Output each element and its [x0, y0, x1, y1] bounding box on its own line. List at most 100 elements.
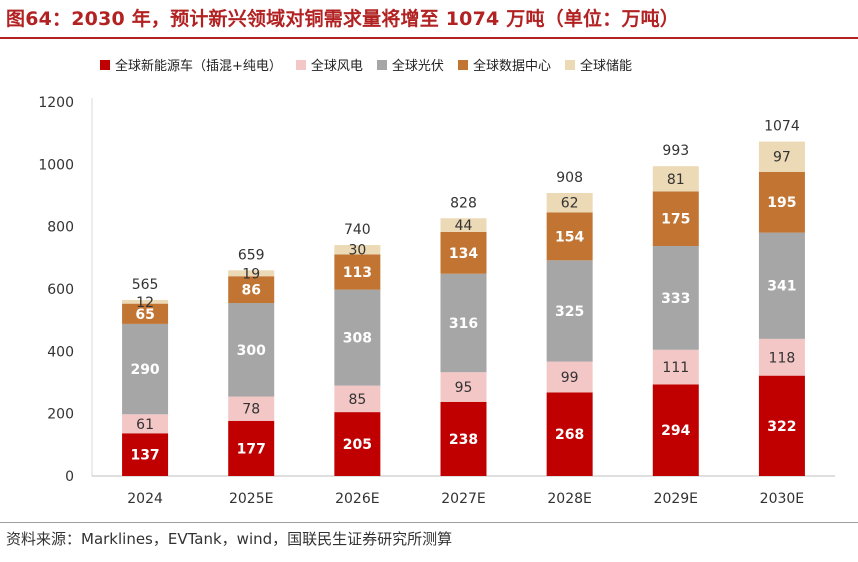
- bar-segment-storage: [228, 270, 275, 277]
- bar-total-label: 565: [132, 277, 159, 293]
- data-label-storage: 12: [136, 295, 154, 311]
- chart-legend: 全球新能源车（插混+纯电） 全球风电 全球光伏 全球数据中心 全球储能: [100, 55, 632, 74]
- legend-label-storage: 全球储能: [579, 59, 632, 74]
- bar-total-label: 740: [344, 222, 371, 238]
- bar-segment-storage: [758, 141, 805, 172]
- data-label-pv: 300: [237, 343, 266, 359]
- data-label-storage: 81: [667, 172, 685, 188]
- bar-segment-datacenter: [228, 276, 275, 304]
- bar-segment-datacenter: [440, 231, 487, 274]
- x-tick-label: 2025E: [229, 491, 273, 507]
- data-label-storage: 30: [348, 243, 366, 259]
- y-tick-label: 600: [47, 282, 74, 298]
- legend-swatch-pv: [376, 59, 387, 70]
- legend-label-ev: 全球新能源车（插混+纯电）: [115, 59, 282, 74]
- data-label-pv: 290: [130, 362, 159, 378]
- data-label-pv: 341: [767, 279, 796, 295]
- bar-total-label: 828: [450, 195, 477, 211]
- data-label-datacenter: 154: [555, 229, 584, 245]
- legend-swatch-storage: [564, 59, 575, 70]
- data-label-wind: 99: [561, 370, 579, 386]
- data-label-pv: 308: [343, 331, 372, 347]
- data-label-datacenter: 195: [767, 195, 796, 211]
- bar-segment-storage: [122, 299, 169, 304]
- legend-label-wind: 全球风电: [310, 59, 363, 74]
- data-label-ev: 238: [449, 432, 478, 448]
- bar-segment-wind: [440, 372, 487, 402]
- y-tick-label: 1000: [38, 157, 74, 173]
- data-label-datacenter: 134: [449, 246, 478, 262]
- x-tick-label: 2024: [127, 491, 163, 507]
- data-label-ev: 294: [661, 423, 690, 439]
- bar-segment-pv: [546, 260, 593, 362]
- bar-segment-datacenter: [334, 254, 381, 290]
- y-tick-label: 0: [65, 469, 74, 485]
- bar-segment-datacenter: [758, 171, 805, 233]
- data-label-ev: 322: [767, 419, 796, 435]
- bar-segment-ev: [546, 392, 593, 476]
- legend-swatch-ev: [100, 59, 110, 70]
- bar-segment-pv: [440, 273, 487, 373]
- bar-segment-wind: [228, 396, 275, 421]
- data-label-storage: 62: [561, 196, 579, 212]
- bar-segment-storage: [546, 193, 593, 213]
- legend-item-ev: 全球新能源车（插混+纯电）: [100, 55, 282, 74]
- x-tick-label: 2027E: [441, 491, 485, 507]
- figure-title: 图64：2030 年，预计新兴领域对铜需求量将增至 1074 万吨（单位：万吨）: [6, 8, 680, 30]
- bar-segment-ev: [652, 384, 699, 476]
- bar-segment-datacenter: [546, 212, 593, 261]
- legend-item-wind: 全球风电: [295, 55, 363, 74]
- bar-segment-storage: [440, 218, 487, 232]
- data-label-wind: 61: [136, 417, 154, 433]
- bar-segment-pv: [122, 323, 169, 415]
- data-label-datacenter: 86: [241, 283, 260, 299]
- bar-segment-storage: [652, 166, 699, 192]
- bar-total-label: 1074: [764, 119, 800, 135]
- data-label-wind: 78: [242, 402, 260, 418]
- data-label-ev: 137: [130, 448, 159, 464]
- bar-segment-pv: [228, 303, 275, 397]
- bar-segment-pv: [652, 245, 699, 350]
- data-label-pv: 316: [449, 316, 478, 332]
- source-note: 资料来源：Marklines，EVTank，wind，国联民生证券研究所测算: [6, 530, 453, 548]
- bar-segment-datacenter: [652, 191, 699, 246]
- data-label-ev: 205: [343, 437, 372, 453]
- bar-segment-ev: [440, 401, 487, 476]
- data-label-storage: 44: [455, 218, 473, 234]
- legend-swatch-datacenter: [457, 59, 468, 70]
- data-label-wind: 111: [662, 360, 689, 376]
- x-tick-label: 2026E: [335, 491, 379, 507]
- y-tick-label: 800: [47, 220, 74, 236]
- bar-segment-ev: [228, 420, 275, 476]
- bar-total-label: 908: [556, 170, 583, 186]
- title-divider: [0, 37, 858, 39]
- data-label-datacenter: 113: [343, 265, 372, 281]
- y-tick-label: 400: [47, 344, 74, 360]
- data-label-wind: 85: [348, 392, 366, 408]
- bar-total-label: 659: [238, 247, 265, 263]
- bar-segment-wind: [334, 385, 381, 413]
- legend-item-pv: 全球光伏: [376, 55, 444, 74]
- data-label-pv: 333: [661, 291, 690, 307]
- data-label-wind: 95: [455, 380, 473, 396]
- footer-divider: [0, 522, 858, 523]
- bar-segment-wind: [758, 338, 805, 376]
- bar-segment-storage: [334, 245, 381, 255]
- data-label-ev: 268: [555, 427, 584, 443]
- bar-segment-wind: [652, 349, 699, 385]
- y-tick-label: 1200: [38, 95, 74, 111]
- legend-item-storage: 全球储能: [564, 55, 632, 74]
- bar-segment-pv: [758, 232, 805, 339]
- bar-segment-wind: [122, 414, 169, 434]
- data-label-pv: 325: [555, 304, 584, 320]
- data-label-datacenter: 65: [135, 307, 154, 323]
- y-tick-label: 200: [47, 407, 74, 423]
- legend-item-datacenter: 全球数据中心: [457, 55, 551, 74]
- data-label-datacenter: 175: [661, 212, 690, 228]
- data-label-wind: 118: [769, 350, 796, 366]
- bar-segment-datacenter: [122, 303, 169, 324]
- data-label-storage: 19: [242, 266, 260, 282]
- legend-swatch-wind: [295, 59, 306, 70]
